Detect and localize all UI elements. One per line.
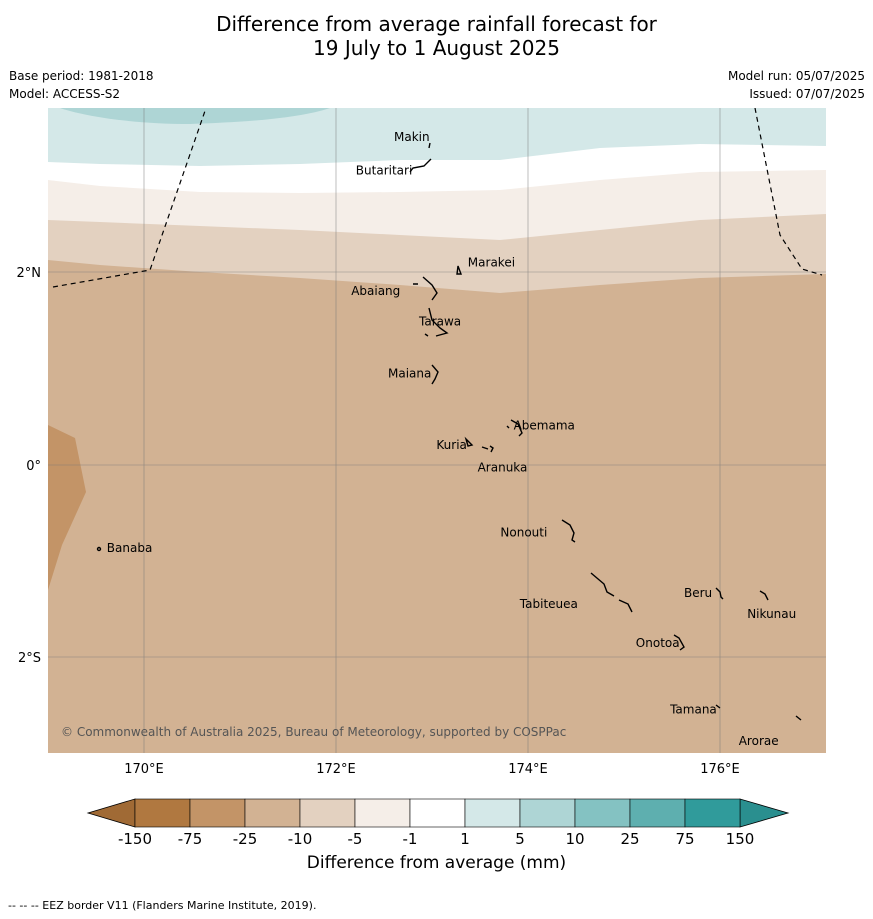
colorbar-tick-label: -150: [118, 830, 152, 848]
island-shape-nikunau: [759, 590, 769, 601]
island-shape-tamana: [715, 704, 721, 709]
meta-right: Model run: 05/07/2025 Issued: 07/07/2025: [728, 67, 865, 103]
colorbar-tick-label: 5: [515, 830, 525, 848]
colorbar-tick-label: -25: [233, 830, 258, 848]
island-shape-banaba: [96, 546, 102, 552]
colorbar-title: Difference from average (mm): [306, 853, 567, 873]
island-shape-abemama: [506, 419, 523, 437]
colorbar-segment: [519, 798, 576, 828]
island-shape-arorae: [795, 715, 802, 721]
meta-left: Base period: 1981-2018 Model: ACCESS-S2: [9, 67, 154, 103]
island-shape-maiana: [431, 364, 439, 385]
axis-tick-labels: 170°E 172°E 174°E 176°E 2°N 0° 2°S: [17, 266, 740, 777]
contour-fill-plus1-plus5: [48, 108, 826, 166]
rainfall-field: [48, 108, 826, 753]
island-label-tamana: Tamana: [669, 703, 717, 717]
island-label-banaba: Banaba: [107, 541, 153, 555]
colorbar-segment: [134, 798, 191, 828]
island-shape-butaritari: [409, 158, 432, 173]
colorbar-tick-label: 150: [726, 830, 755, 848]
lat-tick-2s: 2°S: [18, 651, 41, 666]
copyright-notice: © Commonwealth of Australia 2025, Bureau…: [61, 725, 566, 739]
colorbar-segment: [299, 798, 356, 828]
island-label-beru: Beru: [684, 586, 712, 600]
island-shape-kuria: [464, 436, 474, 447]
island-label-nonouti: Nonouti: [500, 526, 547, 540]
island-labels: Makin Butaritari Marakei Abaiang Tarawa Maian…: [107, 130, 796, 748]
colorbar-segment: [244, 798, 301, 828]
colorbar-segment: [629, 798, 686, 828]
island-label-kuria: Kuria: [436, 438, 467, 452]
colorbar-tick-label: 25: [620, 830, 639, 848]
island-shape-makin: [428, 142, 431, 149]
graticule: [48, 108, 826, 753]
colorbar-tick-label: 10: [565, 830, 584, 848]
lon-tick-170e: 170°E: [124, 762, 164, 777]
model-name: Model: ACCESS-S2: [9, 87, 121, 101]
colorbar-tick-label: -10: [288, 830, 313, 848]
island-label-maiana: Maiana: [388, 366, 431, 380]
island-label-arorae: Arorae: [739, 734, 779, 748]
eez-border-east: [754, 108, 823, 276]
island-label-abemama: Abemama: [514, 419, 575, 433]
island-label-makin: Makin: [394, 130, 430, 144]
island-shape-nonouti: [561, 519, 576, 543]
colorbar-over-arrow: [739, 798, 790, 828]
island-label-onotoa: Onotoa: [636, 636, 680, 650]
colorbar-segment: [574, 798, 631, 828]
lon-tick-172e: 172°E: [316, 762, 356, 777]
colorbar-segment: [464, 798, 521, 828]
island-shape-abaiang: [413, 276, 438, 301]
title-line-2: 19 July to 1 August 2025: [313, 36, 560, 60]
lon-tick-174e: 174°E: [508, 762, 548, 777]
colorbar-tick-label: -75: [178, 830, 203, 848]
island-label-marakei: Marakei: [468, 256, 515, 270]
eez-footnote: -- -- -- EEZ border V11 (Flanders Marine…: [8, 899, 317, 912]
island-label-aranuka: Aranuka: [478, 461, 528, 475]
contour-fill-plus5-plus10: [60, 108, 330, 124]
island-label-tarawa: Tarawa: [418, 314, 461, 328]
island-shape-tarawa: [424, 307, 449, 337]
chart-title: Difference from average rainfall forecas…: [0, 12, 873, 60]
colorbar-tick-label: 1: [460, 830, 470, 848]
base-period: Base period: 1981-2018: [9, 69, 154, 83]
island-shape-beru: [715, 587, 724, 600]
colorbar-segment: [189, 798, 246, 828]
contour-fill-minus75-minus25: [48, 425, 86, 590]
lat-tick-0: 0°: [26, 459, 41, 474]
colorbar-tick-label: 75: [675, 830, 694, 848]
island-outlines: [96, 142, 802, 721]
colorbar-segment: [684, 798, 741, 828]
island-shape-marakei: [456, 265, 463, 275]
lat-tick-2n: 2°N: [17, 266, 42, 281]
island-label-abaiang: Abaiang: [351, 284, 400, 298]
lon-tick-176e: 176°E: [700, 762, 740, 777]
island-label-tabiteuea: Tabiteuea: [519, 597, 578, 611]
island-label-butaritari: Butaritari: [356, 164, 413, 178]
model-run: Model run: 05/07/2025: [727, 69, 865, 83]
colorbar-under-arrow: [86, 798, 136, 828]
island-label-nikunau: Nikunau: [747, 607, 796, 621]
colorbar-tick-label: -1: [403, 830, 418, 848]
issued-date: Issued: 07/07/2025: [749, 87, 865, 101]
colorbar-tick-label: -5: [348, 830, 363, 848]
island-shape-onotoa: [673, 634, 685, 651]
colorbar-segment: [354, 798, 411, 828]
island-shape-tabiteuea: [590, 572, 633, 613]
colorbar: -150 -75 -25 -10 -5 -1 1 5 10 25 75 150: [86, 798, 790, 848]
island-shape-aranuka: [481, 445, 494, 453]
title-line-1: Difference from average rainfall forecas…: [216, 12, 657, 36]
colorbar-segment: [409, 798, 466, 828]
